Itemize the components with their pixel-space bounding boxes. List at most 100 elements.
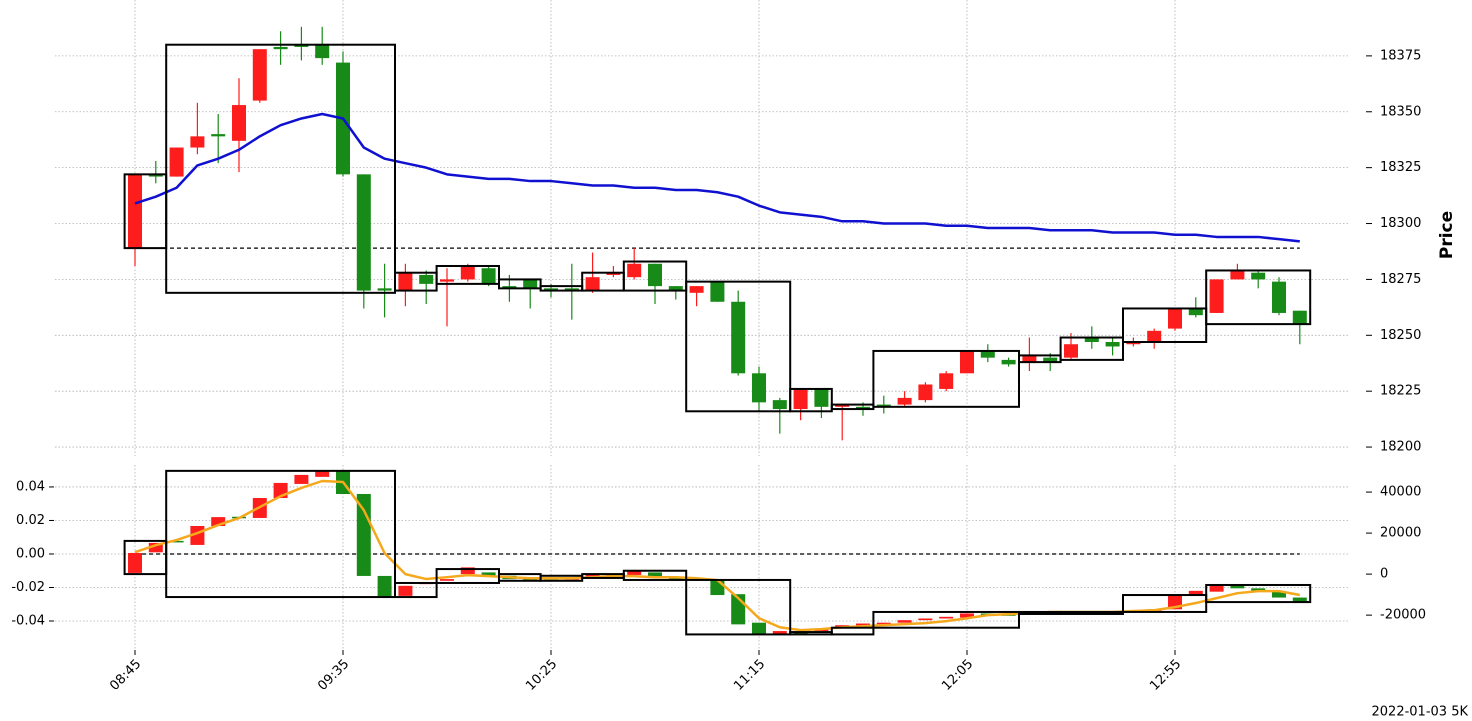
candle-body: [523, 279, 538, 289]
candle-body: [1168, 308, 1182, 329]
candle-body: [585, 277, 600, 291]
y-tick-label: 0.02: [16, 513, 45, 528]
x-tick-label: 11:15: [731, 657, 768, 694]
candle-body: [1105, 342, 1120, 347]
range-box: [872, 349, 1021, 408]
candle-body: [252, 49, 267, 101]
candle-body: [752, 373, 766, 403]
y-tick-label: 0.04: [16, 479, 45, 494]
candle-body: [585, 574, 600, 578]
range-box: [789, 387, 833, 413]
candle-body: [627, 570, 642, 575]
range-box: [165, 469, 396, 599]
y-tick-label: 18225: [1380, 384, 1421, 399]
x-tick-label: 12:05: [939, 657, 976, 694]
candle-body: [419, 274, 434, 284]
candle-body: [939, 373, 954, 389]
candle-body: [793, 388, 808, 410]
candle-body: [148, 174, 163, 177]
range-box: [1205, 583, 1312, 604]
range-box: [872, 610, 1021, 629]
range-box: [165, 43, 396, 294]
candle-body: [1209, 585, 1224, 592]
candle-body: [1230, 270, 1245, 280]
candle-body: [1084, 337, 1099, 342]
candle-body: [544, 288, 558, 291]
candle-body: [668, 286, 683, 291]
candle-body: [148, 542, 163, 553]
candle-body: [689, 286, 704, 293]
candle-body: [481, 268, 496, 284]
y-tick-label: -0.02: [11, 580, 45, 595]
candle-body: [460, 266, 475, 280]
candle-body: [169, 540, 184, 543]
candle-body: [211, 134, 226, 137]
candle-body: [273, 46, 288, 50]
candle-body: [1126, 342, 1141, 345]
x-tick-label: 09:35: [315, 657, 352, 694]
range-box: [394, 581, 438, 599]
candle-body: [128, 174, 142, 249]
candle-body: [1292, 310, 1307, 325]
candle-body: [752, 622, 766, 635]
range-box: [498, 278, 542, 290]
indicator-line: [134, 479, 1301, 632]
candle-body: [1022, 355, 1037, 363]
candle-body: [856, 623, 870, 627]
candle-body: [1272, 591, 1286, 598]
candle-body: [918, 384, 933, 401]
range-box: [622, 260, 688, 292]
candle-body: [294, 44, 309, 47]
y2-tick-label: -20000: [1380, 608, 1426, 623]
candle-body: [377, 575, 392, 598]
candle-body: [315, 44, 330, 59]
candle-body: [897, 397, 912, 405]
candle-body: [876, 404, 891, 407]
candle-body: [897, 620, 912, 623]
footer-label: 2022-01-03 5K: [1372, 705, 1469, 720]
candle-body: [918, 618, 933, 621]
candle-body: [960, 350, 974, 374]
candle-body: [356, 174, 371, 291]
x-tick-label: 12:55: [1147, 657, 1184, 694]
y-tick-label: 18350: [1380, 104, 1421, 119]
candle-body: [1272, 281, 1286, 313]
range-box: [830, 626, 875, 636]
candle-body: [232, 105, 246, 141]
candle-body: [814, 388, 829, 407]
candle-body: [440, 579, 454, 581]
candle-body: [1292, 597, 1307, 602]
candle-body: [835, 404, 850, 407]
range-box: [685, 280, 792, 413]
indicator-line: [134, 112, 1300, 243]
candle-body: [1188, 590, 1203, 596]
candle-body: [1147, 330, 1162, 342]
y-tick-label: 18325: [1380, 160, 1421, 175]
range-box: [622, 569, 688, 581]
candle-body: [960, 613, 974, 618]
candle-body: [606, 272, 621, 275]
range-box: [1122, 594, 1208, 613]
candle-body: [710, 281, 725, 302]
candle-body: [980, 350, 995, 358]
y2-tick-label: 20000: [1380, 526, 1421, 541]
y-axis-label: Price: [1437, 211, 1457, 259]
candle-body: [128, 552, 142, 573]
range-box: [1122, 307, 1208, 343]
candle-body: [294, 474, 309, 484]
candle-body: [481, 572, 496, 576]
range-box: [435, 265, 501, 285]
y-tick-label: 18300: [1380, 216, 1421, 231]
candle-body: [169, 147, 184, 177]
range-box: [1059, 610, 1124, 615]
candle-body: [1188, 308, 1203, 316]
candle-body: [1043, 357, 1058, 363]
candle-body: [190, 136, 205, 148]
candle-body: [356, 493, 371, 576]
candle-body: [856, 406, 870, 410]
candle-body: [876, 622, 891, 625]
candle-body: [460, 567, 475, 575]
candle-body: [1001, 359, 1016, 365]
x-tick-label: 10:25: [523, 657, 560, 694]
